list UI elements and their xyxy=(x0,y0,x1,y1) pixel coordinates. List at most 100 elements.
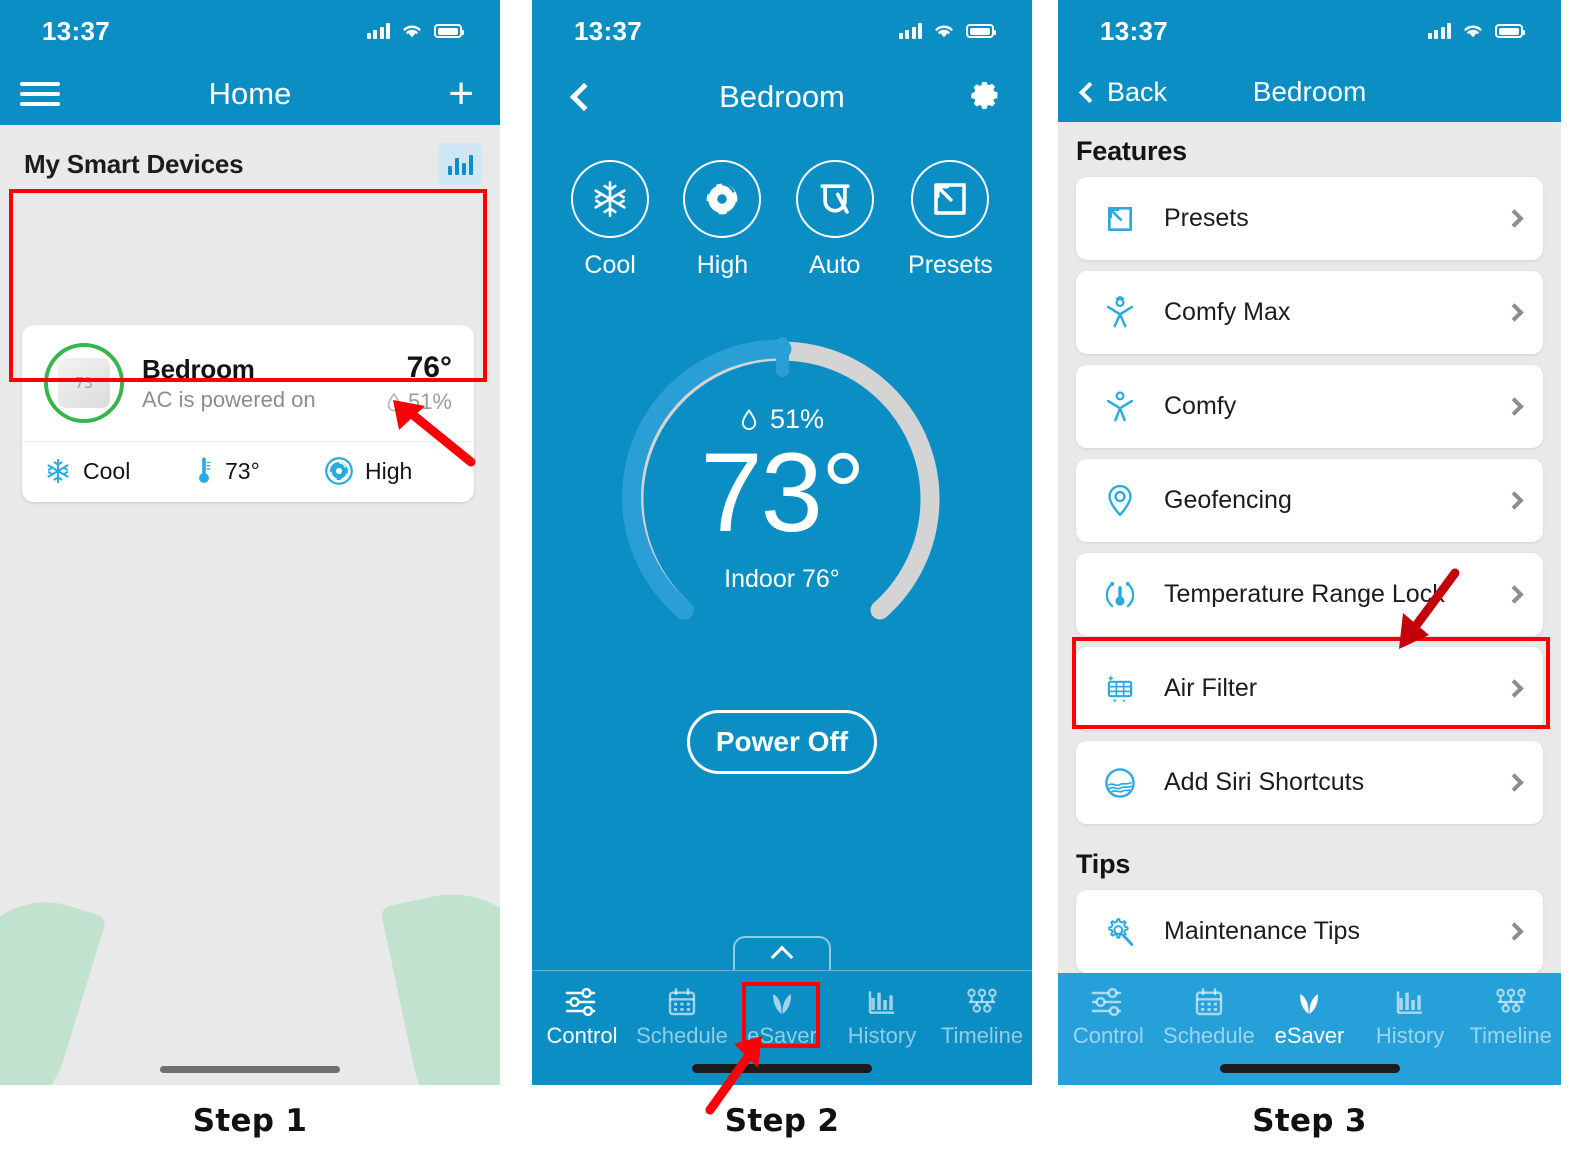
features-body: Features Presets xyxy=(1058,122,1561,1085)
chevron-right-icon xyxy=(1505,679,1524,698)
feature-row-add-siri-shortcuts[interactable]: Add Siri Shortcuts xyxy=(1076,741,1543,824)
bar-chart-icon xyxy=(1396,991,1423,1014)
tab-schedule[interactable]: Schedule xyxy=(634,985,730,1049)
feature-row-air-filter[interactable]: Air Filter xyxy=(1076,647,1543,730)
device-mode-chip[interactable]: Cool xyxy=(44,457,194,485)
tab-timeline-label: Timeline xyxy=(1469,1023,1552,1048)
feature-row-geofencing[interactable]: Geofencing xyxy=(1076,459,1543,542)
location-pin-icon xyxy=(1100,484,1140,518)
wifi-icon xyxy=(1464,25,1482,38)
section-title: My Smart Devices xyxy=(24,148,244,179)
tab-control-label: Control xyxy=(1072,1023,1144,1048)
device-setpoint-chip[interactable]: 73° xyxy=(194,456,324,486)
sliders-icon xyxy=(565,987,596,1017)
temperature-dial[interactable]: 51% 73° Indoor 76° xyxy=(617,332,947,662)
feature-row-comfy-max[interactable]: Comfy Max xyxy=(1076,271,1543,354)
chevron-right-icon xyxy=(1505,397,1524,416)
status-bar-clock: 13:37 xyxy=(1100,15,1168,46)
bottom-tab-bar: Control Schedule xyxy=(532,970,1032,1085)
tab-history[interactable]: History xyxy=(1362,985,1458,1049)
mode-swing-label: Auto xyxy=(809,251,861,279)
battery-icon xyxy=(966,24,996,38)
snowflake-icon xyxy=(47,458,69,484)
timeline-icon xyxy=(1495,988,1526,1013)
tab-control-label: Control xyxy=(546,1023,618,1048)
dial-readouts: 51% 73° Indoor 76° xyxy=(617,332,947,662)
thermometer-icon xyxy=(199,457,211,483)
step-3-caption: Step 3 xyxy=(1252,1103,1367,1139)
annotation-arrow-1 xyxy=(393,400,476,467)
chevron-left-icon xyxy=(1078,81,1101,103)
bar-chart-icon xyxy=(868,991,894,1014)
feature-row-comfy[interactable]: Comfy xyxy=(1076,365,1543,448)
dial-track xyxy=(622,337,940,620)
tab-esaver[interactable]: eSaver xyxy=(1261,985,1357,1049)
step-captions: Step 1 Step 2 Step 3 xyxy=(0,1085,1596,1165)
device-fan-chip[interactable]: High xyxy=(324,456,412,486)
back-button[interactable]: Back xyxy=(1078,76,1168,108)
tab-history-label: History xyxy=(847,1023,917,1048)
feature-row-presets[interactable]: Presets xyxy=(1076,177,1543,260)
feature-label: Geofencing xyxy=(1164,486,1292,514)
tab-schedule[interactable]: Schedule xyxy=(1161,985,1257,1049)
features-header: Back Bedroom xyxy=(1058,62,1561,122)
add-device-button[interactable]: + xyxy=(448,68,474,118)
mode-presets-button[interactable]: Presets xyxy=(908,160,993,280)
gear-wrench-icon xyxy=(1100,915,1140,949)
power-off-button[interactable]: Power Off xyxy=(687,710,877,774)
tab-history[interactable]: History xyxy=(834,985,930,1049)
tab-control[interactable]: Control xyxy=(534,985,630,1049)
highlight-box-esaver-tab xyxy=(742,982,820,1048)
bar-chart-icon[interactable] xyxy=(438,143,482,185)
fan-icon xyxy=(706,182,739,215)
chevron-right-icon xyxy=(1505,303,1524,322)
fan-icon xyxy=(325,457,353,485)
tab-timeline[interactable]: Timeline xyxy=(934,985,1030,1049)
battery-icon xyxy=(434,24,464,38)
feature-row-temperature-range-lock[interactable]: Temperature Range Lock xyxy=(1076,553,1543,636)
leaf-icon xyxy=(1300,994,1319,1014)
gear-icon[interactable] xyxy=(966,79,1002,115)
highlight-box-device-card xyxy=(9,189,487,382)
chevron-right-icon xyxy=(1505,491,1524,510)
device-fan-label: High xyxy=(365,457,413,484)
feature-label: Add Siri Shortcuts xyxy=(1164,768,1365,796)
mode-buttons-row: Cool High xyxy=(532,132,1032,280)
step3-phone-screen: 13:37 Back Bedroom Features xyxy=(1058,0,1561,1085)
sliders-icon xyxy=(1092,987,1122,1017)
leaf-icon xyxy=(773,994,791,1014)
feature-label: Temperature Range Lock xyxy=(1164,580,1445,608)
air-filter-icon xyxy=(1100,673,1140,705)
status-bar-clock: 13:37 xyxy=(42,15,110,46)
mode-cool-label: Cool xyxy=(584,251,636,279)
droplet-icon xyxy=(741,408,757,431)
tab-esaver-label: eSaver xyxy=(1274,1023,1345,1048)
mode-swing-button[interactable]: Auto xyxy=(795,160,874,280)
device-mode-label: Cool xyxy=(83,457,131,484)
hamburger-icon[interactable] xyxy=(20,81,60,106)
siri-icon xyxy=(1100,766,1140,800)
annotation-arrow-3 xyxy=(1399,568,1460,649)
leaf-decoration-left xyxy=(0,882,108,1085)
tab-timeline[interactable]: Timeline xyxy=(1463,985,1559,1049)
calendar-icon xyxy=(668,988,696,1016)
drawer-handle[interactable] xyxy=(733,936,831,970)
timeline-icon xyxy=(967,988,997,1013)
page-title: Bedroom xyxy=(719,79,845,114)
tab-control[interactable]: Control xyxy=(1060,985,1156,1049)
annotation-arrow-2 xyxy=(705,1036,762,1115)
step1-phone-screen: 13:37 Home + My Smart Devices xyxy=(0,0,500,1085)
feature-label: Presets xyxy=(1164,204,1249,232)
feature-row-maintenance-tips[interactable]: Maintenance Tips xyxy=(1076,890,1543,973)
step-1-caption: Step 1 xyxy=(192,1103,308,1139)
mode-fan-button[interactable]: High xyxy=(683,160,762,280)
mode-cool-button[interactable]: Cool xyxy=(571,160,650,280)
calendar-icon xyxy=(1195,988,1223,1016)
back-button-label: Back xyxy=(1107,76,1168,107)
temperature-lock-icon xyxy=(1100,579,1140,611)
feature-label: Comfy xyxy=(1164,392,1237,420)
mode-fan-label: High xyxy=(696,251,749,279)
comfy-max-icon xyxy=(1100,295,1140,330)
chevron-left-icon[interactable] xyxy=(569,82,599,112)
step-2-caption: Step 2 xyxy=(724,1103,840,1139)
